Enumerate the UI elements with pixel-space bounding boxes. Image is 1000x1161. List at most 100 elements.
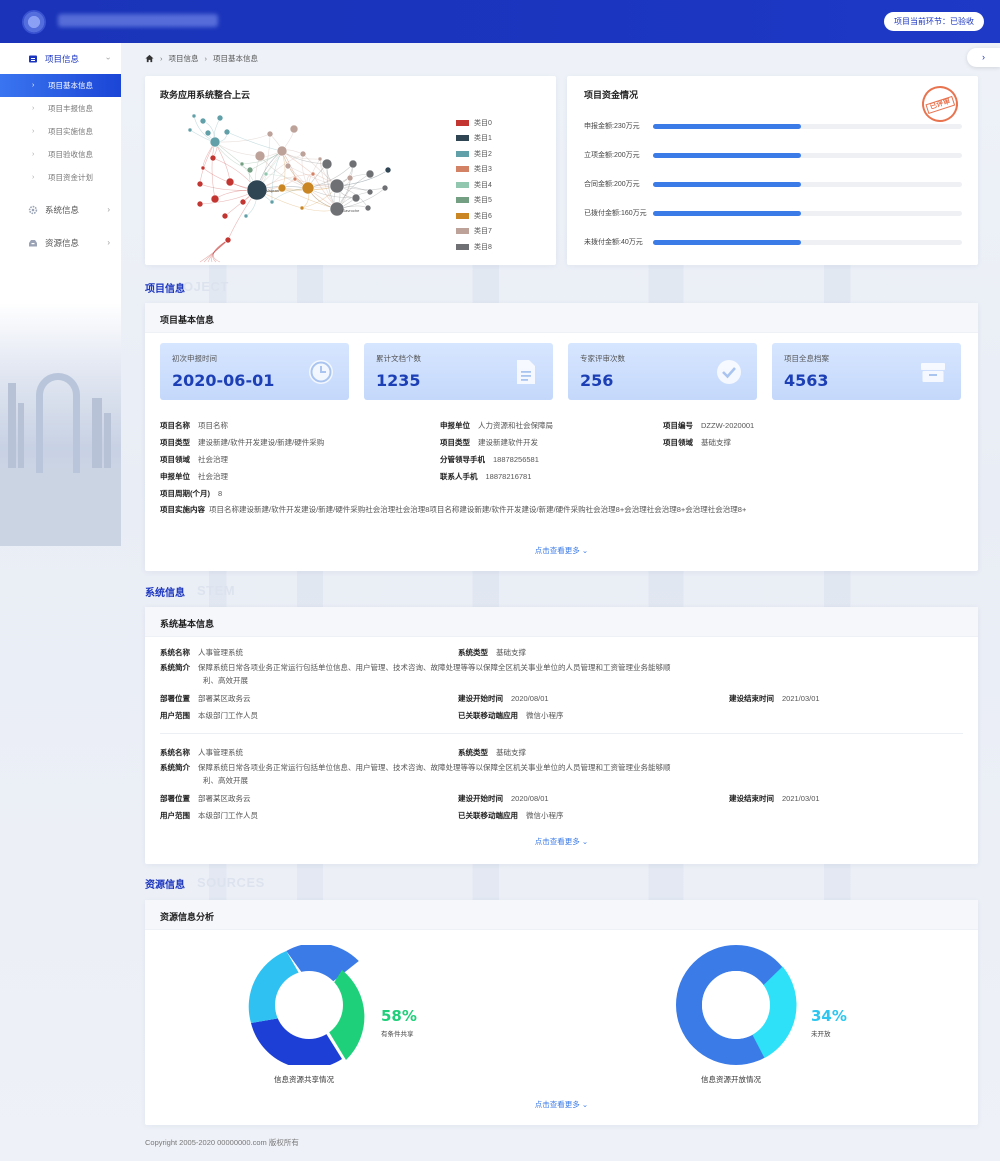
graph-node[interactable] [199, 117, 207, 125]
graph-node[interactable] [210, 194, 220, 204]
graph-node[interactable] [221, 212, 229, 220]
graph-node[interactable] [384, 166, 392, 174]
graph-node[interactable] [209, 154, 217, 162]
gear-icon [28, 205, 38, 215]
graph-node[interactable] [292, 176, 298, 182]
legend-item[interactable]: 类目0 [456, 115, 492, 131]
expand-panel-button[interactable]: › [967, 48, 1000, 67]
graph-edge [214, 141, 261, 157]
graph-node[interactable] [200, 165, 206, 171]
building-shape [8, 383, 16, 473]
graph-edge [281, 150, 286, 189]
legend-swatch [456, 135, 469, 142]
legend-swatch [456, 212, 469, 219]
legend-label: 类目3 [474, 166, 492, 174]
legend-item[interactable]: 类目3 [456, 162, 492, 178]
system-users-field: 用户范围 本级部门工作人员 [160, 711, 258, 720]
panel-header: 系统基本信息 [145, 607, 978, 637]
graph-node[interactable] [299, 205, 305, 211]
graph-node[interactable] [263, 171, 269, 177]
legend-item[interactable]: 类目2 [456, 146, 492, 162]
chevron-down-icon: ⌄ [581, 1100, 589, 1109]
blurred-app-title [58, 14, 218, 27]
network-graph[interactable]: Valjean Gavroche [170, 104, 420, 264]
funding-row: 已拨付金额:160万元 [584, 208, 962, 218]
graph-node[interactable] [310, 171, 316, 177]
panel-header: 资源信息分析 [145, 900, 978, 930]
legend-item[interactable]: 类目5 [456, 193, 492, 209]
logo-icon [22, 10, 46, 34]
legend-item[interactable]: 类目4 [456, 177, 492, 193]
sidebar-group-project[interactable]: 项目信息 › [0, 44, 121, 74]
graph-node[interactable] [196, 180, 204, 188]
graph-node[interactable] [269, 199, 275, 205]
open-donut-chart[interactable] [673, 945, 805, 1065]
graph-node[interactable] [364, 204, 372, 212]
sidebar-group-system[interactable]: 系统信息 › [0, 195, 121, 225]
funding-fill [653, 182, 802, 187]
graph-node[interactable] [301, 181, 315, 195]
funding-fill [653, 211, 802, 216]
graph-node[interactable] [348, 159, 358, 169]
graph-node[interactable] [239, 161, 245, 167]
city-photo [0, 303, 121, 546]
graph-node[interactable] [224, 236, 232, 244]
graph-node[interactable] [239, 198, 247, 206]
sidebar-item-project-basic[interactable]: › 项目基本信息 [0, 74, 121, 97]
graph-node[interactable] [277, 183, 287, 193]
sidebar-item-project-implement[interactable]: › 项目实施信息 [0, 120, 121, 143]
sharing-donut-chart[interactable] [246, 945, 378, 1065]
graph-node[interactable] [381, 184, 389, 192]
sidebar-item-project-report[interactable]: › 项目丰报信息 [0, 97, 121, 120]
sidebar-item-project-acceptance[interactable]: › 项目验收信息 [0, 143, 121, 166]
view-more-link[interactable]: 点击查看更多 ⌄ [534, 837, 589, 846]
view-more-link[interactable]: 点击查看更多 ⌄ [534, 546, 589, 555]
graph-node[interactable] [266, 130, 274, 138]
graph-node[interactable] [317, 156, 323, 162]
funding-fill [653, 240, 802, 245]
chevron-right-icon: › [107, 205, 110, 214]
graph-node[interactable] [246, 179, 268, 201]
legend-label: 类目7 [474, 228, 492, 236]
graph-node[interactable] [246, 166, 254, 174]
graph-node[interactable] [223, 128, 231, 136]
graph-node[interactable] [216, 114, 224, 122]
legend-item[interactable]: 类目7 [456, 224, 492, 240]
graph-node[interactable] [329, 178, 345, 194]
graph-node[interactable] [209, 136, 221, 148]
graph-node[interactable] [284, 162, 292, 170]
graph-node[interactable] [204, 129, 212, 137]
graph-node[interactable] [351, 193, 361, 203]
graph-node[interactable] [346, 174, 354, 182]
legend-item[interactable]: 类目1 [456, 131, 492, 147]
graph-node[interactable] [196, 200, 204, 208]
graph-legend: 类目0 类目1 类目2 类目3 类目4 类目5 类目6 类目7 类目8 [456, 115, 492, 255]
graph-node[interactable] [299, 150, 307, 158]
graph-node[interactable] [365, 169, 375, 179]
graph-node[interactable] [191, 113, 197, 119]
sharing-percent: 58% [381, 1007, 417, 1025]
home-icon[interactable] [145, 54, 154, 63]
legend-item[interactable]: 类目6 [456, 208, 492, 224]
breadcrumb-level1[interactable]: 项目信息 [168, 53, 199, 63]
graph-node[interactable] [187, 127, 193, 133]
graph-node[interactable] [289, 124, 299, 134]
graph-node[interactable] [276, 145, 288, 157]
graph-node[interactable] [225, 177, 235, 187]
stat-label: 专家评审次数 [580, 354, 625, 363]
legend-item[interactable]: 类目8 [456, 239, 492, 255]
view-more-link[interactable]: 点击查看更多 ⌄ [534, 1100, 589, 1109]
graph-node[interactable] [254, 150, 266, 162]
funding-track [653, 124, 962, 129]
graph-node[interactable] [243, 213, 249, 219]
inbox-icon [29, 240, 37, 247]
sidebar-item-project-funding[interactable]: › 项目资金计划 [0, 166, 121, 189]
funding-label: 已拨付金额:160万元 [584, 210, 647, 217]
sidebar: 项目信息 › › 项目基本信息 › 项目丰报信息 › 项目实施信息 › 项目验收… [0, 43, 121, 546]
graph-node[interactable] [366, 188, 374, 196]
graph-node[interactable] [329, 201, 345, 217]
sidebar-group-resource[interactable]: 资源信息 › [0, 228, 121, 258]
graph-node[interactable] [321, 158, 333, 170]
system-intro-field: 系统简介 保障系统日常各项业务正常运行包括单位信息、用户管理、技术咨询、故障处理等… [160, 663, 671, 685]
panel-title: 资源信息分析 [160, 912, 215, 922]
